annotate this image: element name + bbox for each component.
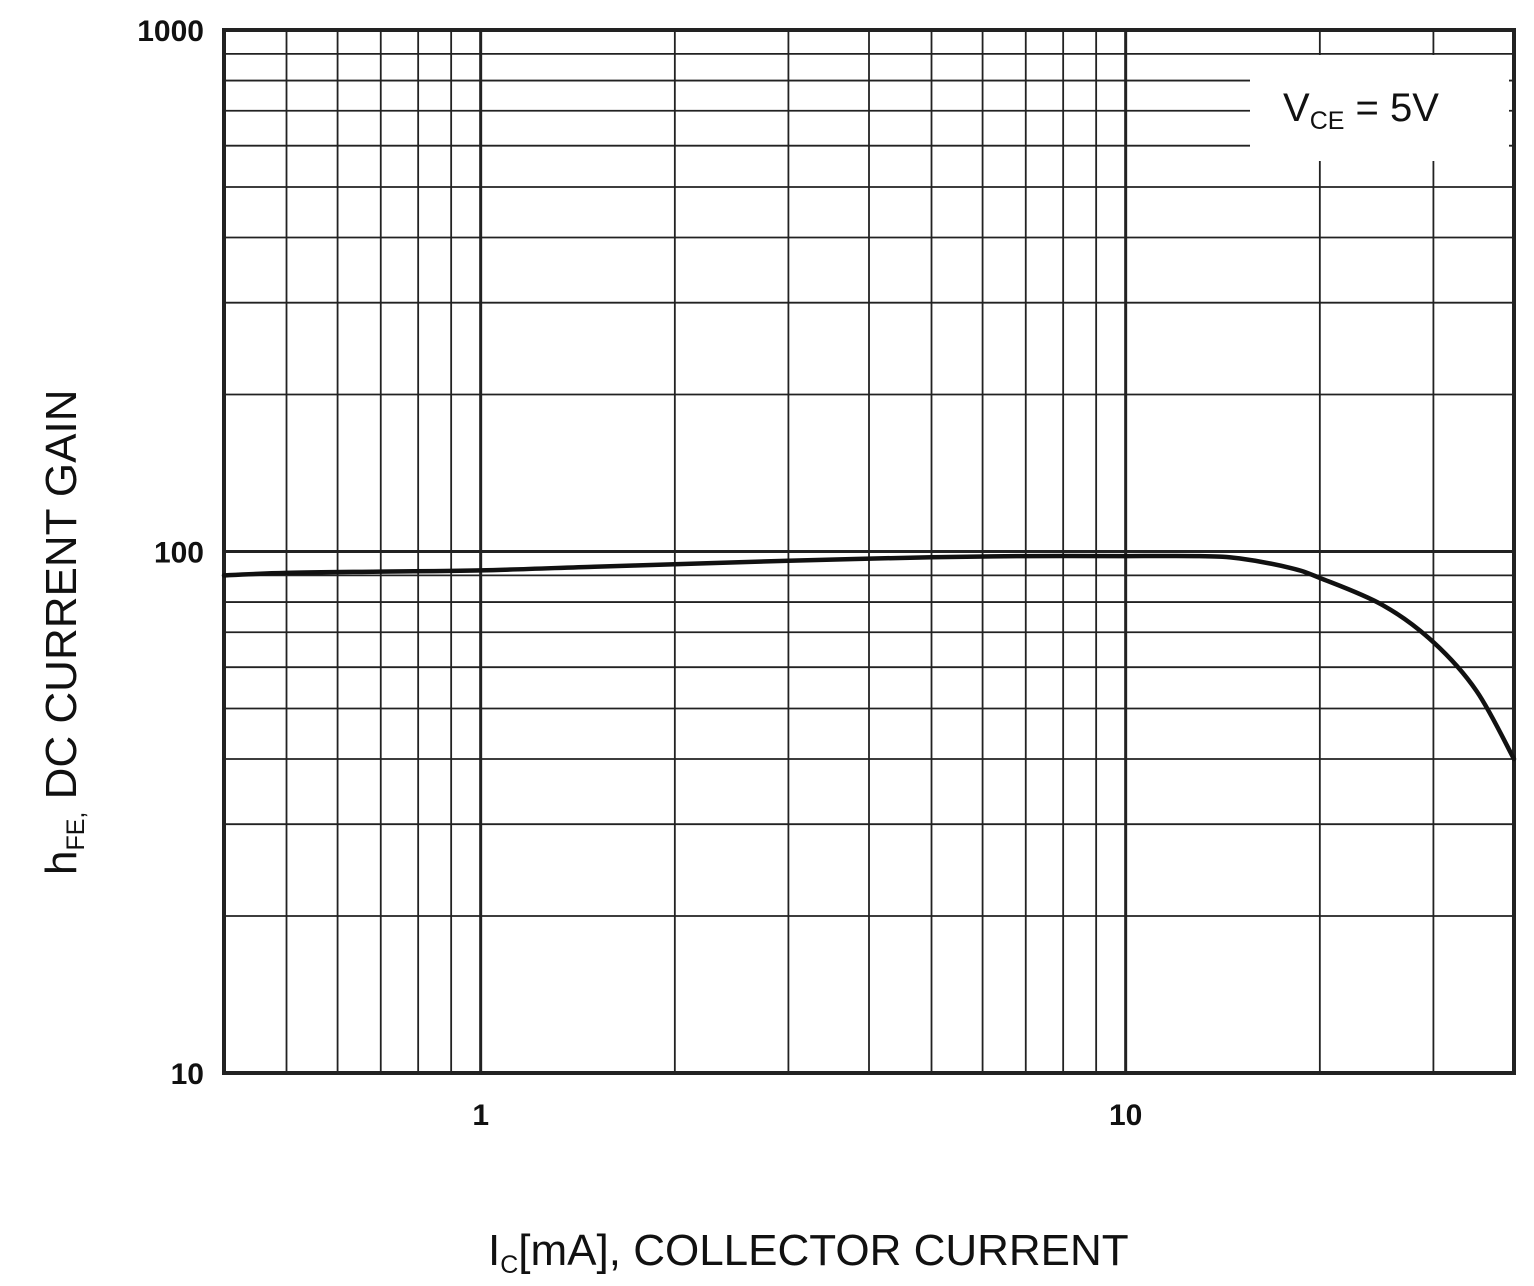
grid [224,30,1514,1073]
y-axis-title-sub: FE, [62,812,90,851]
y-tick-label: 10 [171,1058,204,1091]
annotation-main: V [1283,86,1310,130]
annotation-box [1250,55,1509,161]
plot-border [222,28,1516,1075]
x-tick-labels: 1 10 [472,1099,1142,1132]
x-axis-title-sub: C [500,1251,518,1279]
series-line-1 [221,553,1517,762]
x-axis-title-main: I [488,1226,500,1275]
series-group [221,553,1517,762]
x-axis-title-rest: [mA], COLLECTOR CURRENT [518,1226,1128,1275]
y-axis-title: hFE, DC CURRENT GAIN [37,390,90,876]
x-tick-label: 10 [1109,1099,1142,1132]
annotation-rest: = 5V [1344,86,1439,130]
y-axis-title-rest: DC CURRENT GAIN [37,390,86,812]
y-tick-label: 100 [154,537,204,570]
y-axis-title-main: h [37,851,86,875]
y-tick-labels: 10 100 1000 [137,15,204,1091]
x-axis-title: IC[mA], COLLECTOR CURRENT [488,1226,1129,1279]
y-tick-label: 1000 [137,15,204,48]
annotation-sub: CE [1310,107,1345,135]
plot-frame [222,28,1516,1075]
annotation-label: VCE = 5V [1283,86,1439,135]
x-tick-label: 1 [472,1099,489,1132]
annotation-background [1250,55,1509,161]
